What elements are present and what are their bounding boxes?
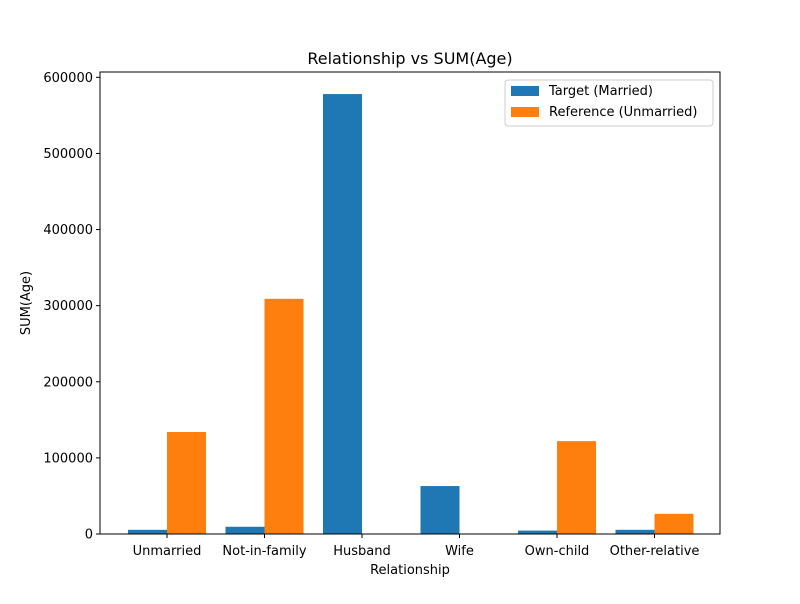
y-tick-label: 0 — [85, 528, 93, 543]
bar-target-wife — [420, 486, 460, 534]
bar-target-unmarried — [128, 529, 167, 534]
legend: Target (Married) Reference (Unmarried) — [504, 79, 714, 127]
y-tick-label: 400000 — [43, 223, 93, 238]
legend-box — [504, 79, 714, 127]
bar-reference-own-child — [557, 441, 596, 534]
bar-target-husband — [323, 94, 362, 535]
x-axis-label: Relationship — [370, 563, 450, 578]
y-axis-ticks: 0 100000 200000 300000 400000 500000 600000 — [43, 71, 100, 543]
bar-reference-not-in-family — [264, 298, 304, 534]
bar-target-not-in-family — [225, 526, 265, 534]
legend-swatch-reference — [511, 107, 539, 117]
x-tick-label: Own-child — [525, 544, 590, 559]
y-tick-label: 200000 — [43, 375, 93, 390]
x-tick-label: Wife — [445, 544, 474, 559]
bar-reference-unmarried — [167, 432, 206, 534]
bar-reference-other-relative — [654, 513, 694, 534]
x-axis-ticks: Unmarried Not-in-family Husband Wife Own-chi… — [133, 534, 700, 559]
bar-target-other-relative — [615, 529, 655, 534]
legend-label-target: Target (Married) — [548, 84, 653, 99]
x-tick-label: Unmarried — [133, 544, 202, 559]
y-tick-label: 500000 — [43, 147, 93, 162]
chart-title: Relationship vs SUM(Age) — [307, 49, 512, 68]
y-tick-label: 600000 — [43, 71, 93, 86]
y-tick-label: 300000 — [43, 299, 93, 314]
bar-target-own-child — [518, 530, 557, 534]
legend-label-reference: Reference (Unmarried) — [549, 105, 697, 120]
plot-frame — [99, 71, 721, 535]
x-tick-label: Other-relative — [610, 544, 700, 559]
x-tick-label: Not-in-family — [222, 544, 306, 559]
x-tick-label: Husband — [333, 544, 391, 559]
y-axis-label: SUM(Age) — [19, 271, 34, 335]
y-tick-label: 100000 — [43, 451, 93, 466]
bars-layer — [128, 94, 694, 535]
legend-swatch-target — [511, 86, 539, 96]
